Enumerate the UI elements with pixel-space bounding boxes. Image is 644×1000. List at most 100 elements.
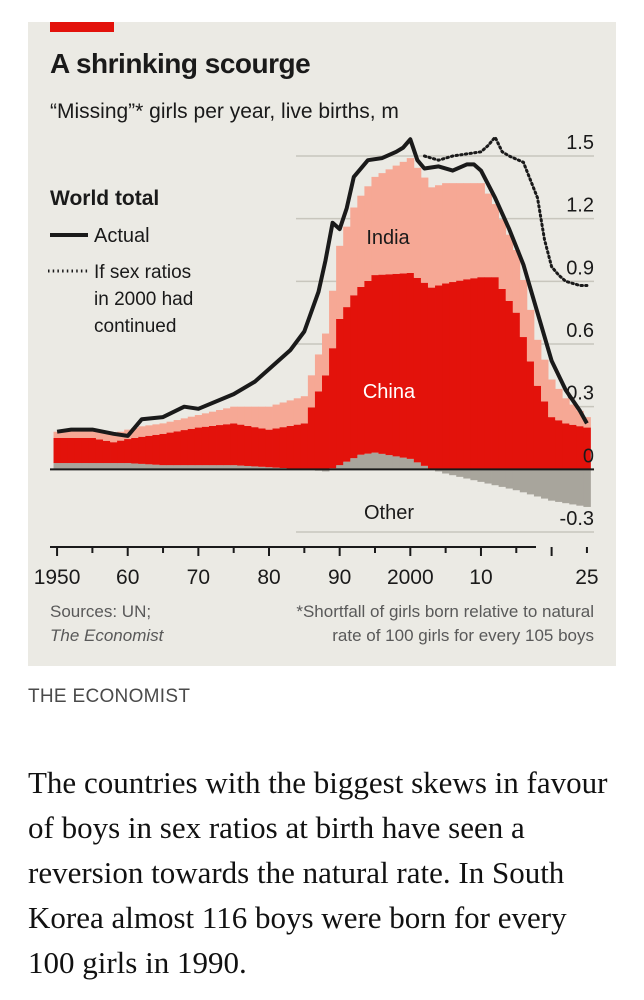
india-bar-1987 [314,354,323,392]
china-bar-1955 [88,438,97,464]
chart-footnote: *Shortfall of girls born relative to nat… [296,600,594,648]
china-bar-1997 [385,274,394,456]
china-bar-1976 [237,424,245,466]
x-tick-label-6: 10 [469,566,492,589]
india-bar-2024 [576,410,584,427]
india-bar-2001 [413,167,422,278]
source-line-1: Sources: UN; [50,602,152,621]
china-bar-1993 [357,286,365,455]
india-bar-1956 [95,431,104,440]
china-bar-1969 [187,428,196,466]
china-bar-1983 [286,425,295,469]
india-bar-1973 [216,410,224,426]
other-bar-1967 [173,465,182,470]
other-bar-1992 [350,458,358,470]
other-bar-1956 [95,463,104,470]
india-bar-2010 [477,183,485,278]
china-bar-2004 [435,285,443,470]
other-bar-1966 [166,465,175,470]
china-bar-1951 [60,438,69,464]
india-bar-2016 [519,279,528,338]
china-bar-1996 [378,274,386,454]
other-bar-1959 [117,463,125,470]
other-bar-2010 [477,469,485,482]
other-bar-2025 [583,469,591,507]
x-tick-label-2: 70 [187,566,210,589]
china-bar-1990 [336,318,344,466]
india-bar-1988 [322,333,330,376]
india-bar-1950 [53,431,61,438]
other-bar-1963 [145,464,153,470]
india-bar-1951 [60,431,69,438]
china-bar-2003 [427,287,436,470]
china-bar-2002 [420,282,429,466]
india-bar-2003 [427,187,436,288]
china-bar-1962 [138,436,146,464]
india-bar-2019 [541,359,549,402]
india-bar-2013 [498,219,507,289]
other-bar-2005 [442,469,450,474]
india-bar-1952 [67,430,76,438]
india-bar-1971 [201,413,210,427]
article-paragraph: The countries with the biggest skews in … [28,765,608,980]
india-bar-1991 [343,226,351,308]
china-bar-1953 [74,438,83,464]
china-bar-1959 [117,440,125,464]
other-bar-1999 [399,457,408,470]
y-tick-label-3: 0.6 [566,320,594,342]
other-bar-1970 [194,465,203,470]
other-bar-2020 [548,469,556,501]
other-bar-2021 [555,469,563,502]
other-bar-1973 [216,465,224,470]
india-bar-2021 [555,388,563,421]
india-bar-1958 [110,433,118,443]
india-bar-1982 [279,402,288,428]
other-bar-1952 [67,463,76,470]
china-bar-1956 [95,439,104,464]
china-bar-2022 [562,423,570,470]
india-bar-1978 [251,406,259,428]
india-bar-1980 [265,406,273,430]
brand-tab [50,22,114,32]
x-tick-label-7: 25 [575,566,598,589]
other-bar-1954 [81,463,90,470]
china-bar-2017 [526,361,535,470]
y-tick-label-1: 0 [583,445,594,467]
china-bar-1961 [131,437,139,464]
other-bar-2002 [420,465,429,470]
india-bar-1962 [138,426,146,437]
other-bar-1994 [364,453,372,470]
other-bar-2006 [449,469,457,476]
china-bar-1963 [145,435,153,465]
other-bar-1980 [265,467,273,470]
other-bar-1958 [110,463,118,470]
other-bar-2024 [576,469,584,506]
china-bar-1964 [152,434,160,465]
china-bar-1986 [307,407,316,470]
india-bar-1985 [300,396,309,424]
source-line-2: The Economist [50,626,164,645]
other-bar-2016 [519,469,528,493]
china-bar-1958 [110,442,118,464]
china-bar-1994 [364,280,372,454]
india-bar-1994 [364,186,372,281]
other-bar-2019 [541,469,549,499]
china-bar-1950 [53,438,61,464]
india-bar-1981 [272,404,281,429]
china-bar-1967 [173,431,182,466]
china-bar-1992 [350,295,358,459]
india-bar-2004 [435,185,443,286]
actual-line [56,137,589,438]
other-bar-1990 [336,465,344,470]
other-bar-1969 [187,465,196,470]
india-bar-1976 [237,406,245,425]
china-bar-2001 [413,277,422,463]
india-bar-1974 [223,408,231,425]
other-label: Other [364,502,414,524]
india-label: India [366,227,410,249]
other-bar-1978 [251,466,259,470]
other-bar-1955 [88,463,97,470]
other-bar-1988 [322,469,330,472]
china-bar-1975 [230,423,238,466]
other-bar-2009 [470,469,478,481]
